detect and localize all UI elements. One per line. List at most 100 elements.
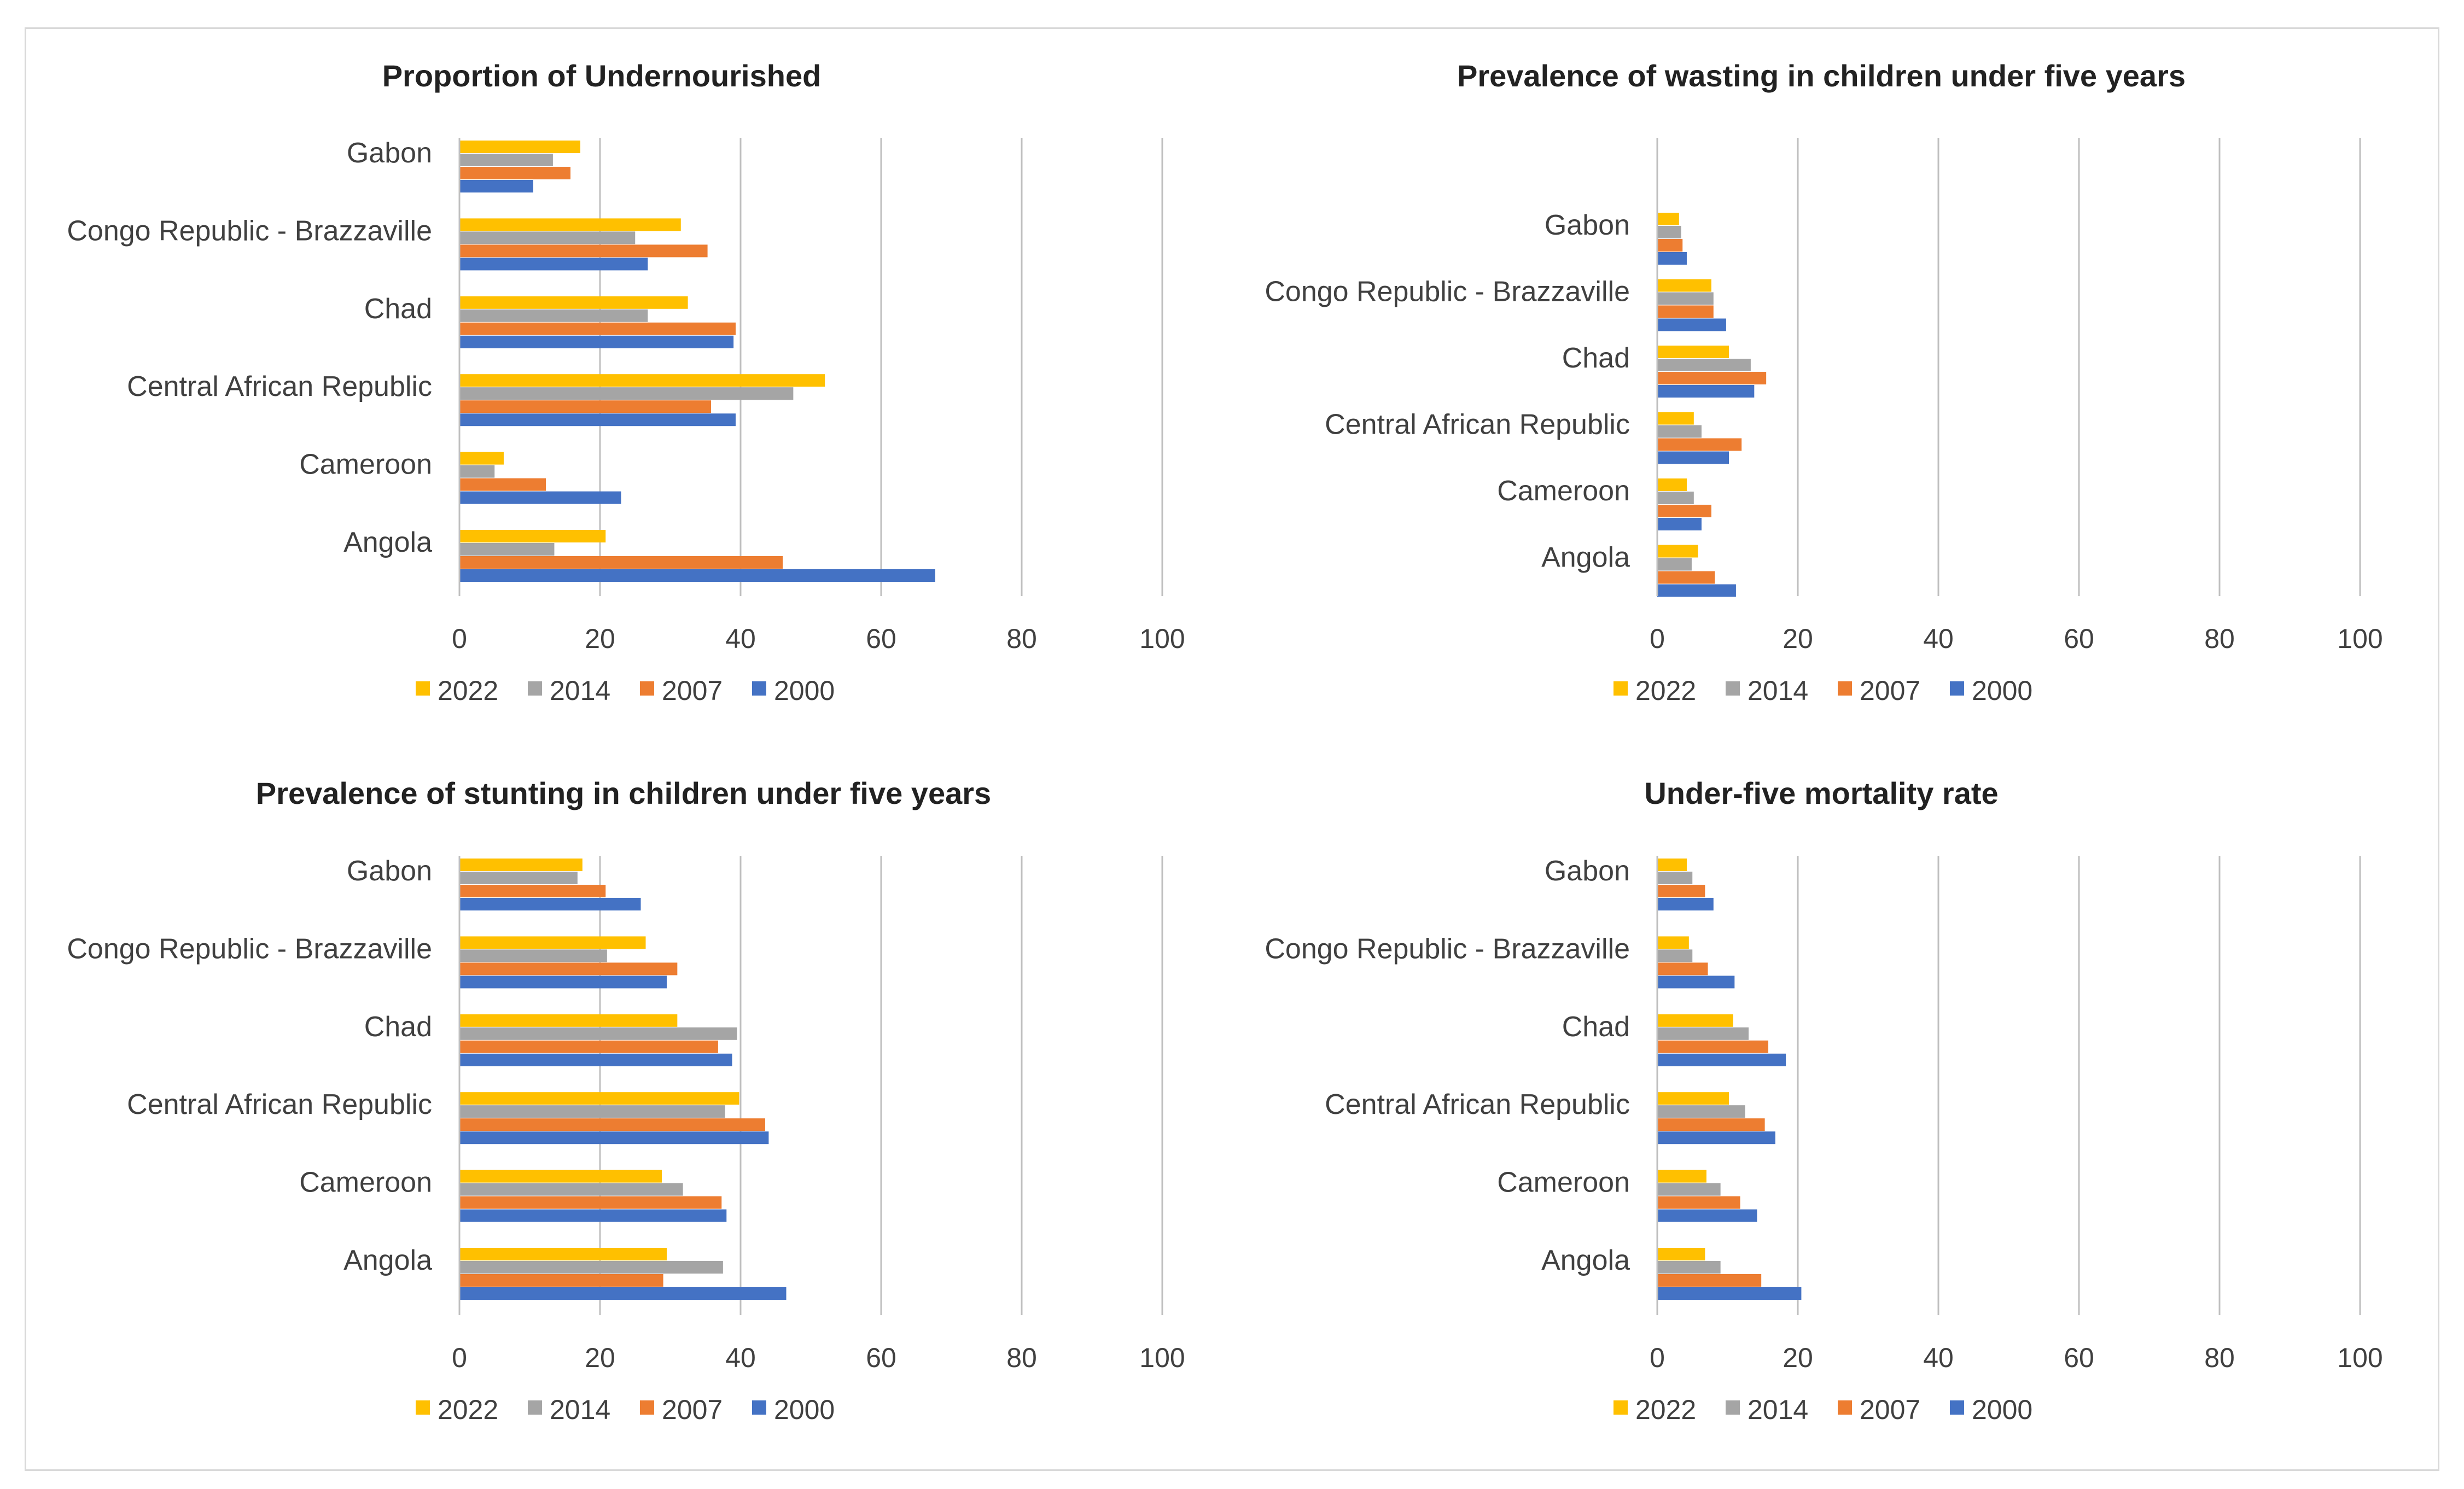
bar-central-african-republic-2014 — [459, 387, 794, 400]
legend-swatch-2007 — [640, 681, 654, 696]
chart-title: Prevalence of stunting in children under… — [256, 776, 991, 810]
bar-central-african-republic-2007 — [459, 400, 712, 413]
bar-central-african-republic-2014 — [1657, 1105, 1745, 1118]
bar-central-african-republic-2014 — [459, 1105, 725, 1118]
bar-angola-2007 — [1657, 571, 1715, 584]
legend-label-2007: 2007 — [662, 1394, 723, 1425]
x-tick-label: 80 — [1006, 1342, 1037, 1373]
legend-label-2007: 2007 — [1860, 1394, 1920, 1425]
bar-central-african-republic-2000 — [1657, 1131, 1775, 1145]
bar-angola-2022 — [1657, 1248, 1705, 1260]
legend-swatch-2022 — [1613, 681, 1628, 696]
legend-label-2007: 2007 — [1860, 675, 1920, 706]
category-label: Gabon — [1545, 855, 1630, 887]
chart-title: Under-five mortality rate — [1644, 776, 1998, 810]
bar-congo-republic-brazzaville-2000 — [1657, 976, 1735, 989]
bar-gabon-2007 — [1657, 239, 1683, 252]
legend-label-2014: 2014 — [550, 1394, 610, 1425]
bar-cameroon-2014 — [459, 1183, 683, 1196]
x-tick-label: 0 — [1650, 1342, 1665, 1373]
chart-title: Proportion of Undernourished — [382, 59, 822, 93]
bar-congo-republic-brazzaville-2000 — [459, 976, 667, 989]
bar-chad-2022 — [1657, 346, 1729, 358]
bar-cameroon-2022 — [459, 452, 504, 465]
legend-label-2000: 2000 — [1972, 1394, 2032, 1425]
category-label: Gabon — [347, 855, 432, 887]
category-label: Chad — [364, 293, 432, 325]
legend-label-2014: 2014 — [1747, 675, 1808, 706]
bar-cameroon-2014 — [1657, 492, 1694, 504]
category-label: Gabon — [347, 137, 432, 169]
bar-congo-republic-brazzaville-2022 — [1657, 279, 1711, 292]
bar-congo-republic-brazzaville-2000 — [459, 258, 648, 271]
chart-1: Proportion of Undernourished 0 20 40 60 80 100… — [67, 59, 1185, 706]
figure-frame — [25, 27, 2439, 1471]
bar-central-african-republic-2022 — [1657, 1092, 1729, 1105]
category-label: Gabon — [1545, 209, 1630, 241]
bar-angola-2007 — [459, 1274, 663, 1287]
legend-swatch-2000 — [1950, 681, 1964, 696]
x-tick-label: 100 — [2337, 623, 2383, 654]
x-tick-label: 20 — [585, 1342, 615, 1373]
bar-chad-2022 — [459, 1014, 678, 1027]
category-label: Central African Republic — [1325, 1089, 1630, 1120]
bar-congo-republic-brazzaville-2014 — [1657, 949, 1693, 962]
bar-gabon-2014 — [459, 872, 578, 884]
bar-cameroon-2000 — [459, 1209, 727, 1222]
bar-chad-2014 — [1657, 359, 1751, 371]
bar-congo-republic-brazzaville-2014 — [1657, 292, 1714, 305]
bar-chad-2000 — [1657, 385, 1755, 398]
chart-3: Prevalence of stunting in children under… — [67, 776, 1185, 1425]
bar-congo-republic-brazzaville-2022 — [459, 218, 681, 231]
bar-gabon-2000 — [1657, 252, 1687, 265]
bar-chad-2000 — [459, 1053, 732, 1066]
bar-cameroon-2022 — [459, 1170, 662, 1183]
bar-angola-2000 — [1657, 1287, 1802, 1300]
bar-angola-2000 — [459, 1287, 787, 1300]
category-label: Congo Republic - Brazzaville — [1265, 276, 1630, 308]
category-label: Cameroon — [299, 1167, 432, 1199]
bar-gabon-2022 — [1657, 213, 1679, 225]
bar-chad-2014 — [459, 1027, 737, 1040]
bar-congo-republic-brazzaville-2022 — [459, 936, 646, 949]
category-label: Angola — [1541, 1245, 1630, 1276]
bar-angola-2014 — [1657, 1261, 1721, 1274]
x-tick-label: 20 — [585, 623, 615, 654]
category-label: Cameroon — [1497, 475, 1630, 507]
bar-gabon-2014 — [1657, 226, 1681, 238]
bar-chad-2007 — [1657, 1040, 1769, 1053]
bar-cameroon-2000 — [1657, 518, 1702, 530]
legend-label-2022: 2022 — [438, 675, 498, 706]
category-label: Congo Republic - Brazzaville — [1265, 933, 1630, 965]
legend-label-2007: 2007 — [662, 675, 723, 706]
bar-angola-2014 — [459, 543, 555, 556]
bar-central-african-republic-2007 — [459, 1118, 765, 1131]
bar-gabon-2022 — [1657, 859, 1687, 871]
bar-gabon-2007 — [459, 167, 571, 179]
legend-label-2022: 2022 — [1635, 1394, 1696, 1425]
bar-central-african-republic-2007 — [1657, 438, 1742, 451]
bar-chad-2000 — [459, 335, 734, 348]
legend-swatch-2014 — [528, 681, 542, 696]
legend-swatch-2014 — [528, 1400, 542, 1415]
bar-congo-republic-brazzaville-2014 — [459, 949, 607, 962]
bar-gabon-2022 — [459, 141, 581, 153]
legend-swatch-2000 — [1950, 1400, 1964, 1415]
bar-gabon-2000 — [1657, 898, 1714, 910]
bar-cameroon-2007 — [1657, 505, 1711, 517]
bar-central-african-republic-2007 — [1657, 1118, 1765, 1131]
bar-chad-2014 — [459, 309, 648, 322]
bar-gabon-2014 — [1657, 872, 1693, 884]
x-tick-label: 0 — [452, 1342, 467, 1373]
category-label: Angola — [343, 527, 432, 558]
bar-congo-republic-brazzaville-2007 — [1657, 962, 1708, 976]
x-tick-label: 100 — [1139, 623, 1185, 654]
bar-chad-2000 — [1657, 1053, 1786, 1066]
chart-2: Prevalence of wasting in children under … — [1265, 59, 2383, 706]
x-tick-label: 60 — [2064, 1342, 2094, 1373]
bar-angola-2022 — [459, 1248, 667, 1260]
category-label: Cameroon — [299, 449, 432, 481]
bar-angola-2014 — [1657, 558, 1692, 571]
legend-swatch-2007 — [640, 1400, 654, 1415]
bar-gabon-2007 — [459, 885, 606, 897]
